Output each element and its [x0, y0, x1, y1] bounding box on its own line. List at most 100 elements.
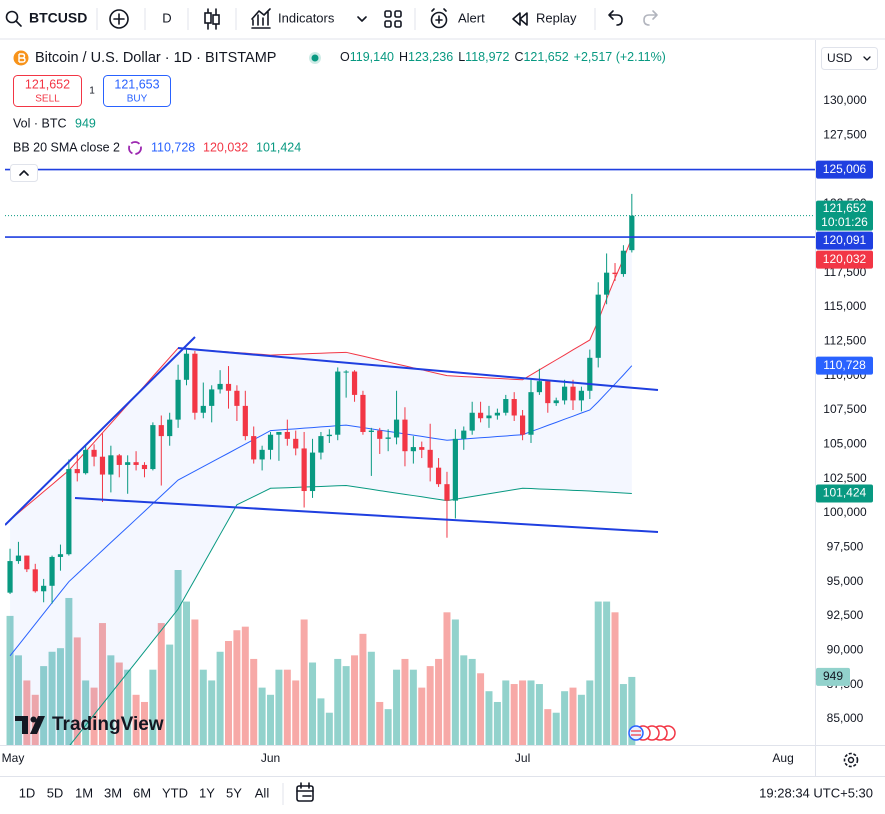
- candle-body: [141, 464, 148, 470]
- timeframe-button[interactable]: 5Y: [226, 785, 242, 800]
- volume-bar: [409, 669, 417, 745]
- timeframe-button[interactable]: 1Y: [199, 785, 215, 800]
- candle-body: [267, 434, 274, 450]
- collapse-legend-button[interactable]: [10, 164, 38, 182]
- sell-box[interactable]: [13, 75, 82, 107]
- y-tick-label: 115,000: [824, 299, 867, 313]
- volume-bar: [468, 658, 476, 745]
- candle-body: [318, 436, 324, 453]
- event-marker[interactable]: [628, 725, 644, 741]
- candle-body: [528, 392, 534, 435]
- candle-body: [83, 449, 89, 474]
- volume-bar: [544, 709, 552, 745]
- candle-body: [15, 555, 22, 562]
- trend-line[interactable]: [74, 497, 659, 533]
- replay-button[interactable]: Replay: [512, 10, 577, 26]
- symbol-title: Bitcoin / U.S. Dollar · 1D · BITSTAMP: [35, 50, 276, 66]
- volume-label: 949: [823, 669, 843, 683]
- candle-body: [209, 389, 215, 406]
- candle-body: [225, 383, 232, 391]
- buy-box[interactable]: [103, 75, 171, 107]
- gear[interactable]: [843, 752, 859, 768]
- candle-body: [108, 455, 114, 475]
- symbol[interactable]: BTCUSD: [29, 10, 87, 26]
- trend-line[interactable]: [177, 347, 659, 391]
- price-axis: 85,00087,50090,00092,50095,00097,500100,…: [823, 93, 867, 725]
- compare-button[interactable]: [109, 9, 129, 29]
- market-status[interactable]: [311, 54, 319, 62]
- candle-body: [242, 405, 248, 437]
- trend-line[interactable]: [5, 336, 196, 526]
- price-label-box: [816, 356, 873, 375]
- indicators-icon: [251, 8, 271, 29]
- x-tick-label: May: [2, 751, 25, 765]
- replay-label[interactable]: Replay: [536, 10, 577, 25]
- candle-body: [125, 462, 131, 465]
- volume-bar: [267, 694, 275, 745]
- candle-body: [7, 561, 13, 593]
- collapse-chevron: [19, 170, 29, 176]
- candle-body: [335, 371, 341, 435]
- candle-body: [553, 400, 559, 404]
- buy-price: 121,653: [114, 77, 159, 91]
- candle-body: [427, 449, 433, 468]
- volume-bar: [401, 658, 409, 745]
- symbol-search[interactable]: BTCUSD: [5, 10, 88, 27]
- candle-body: [183, 353, 190, 380]
- candle-body: [91, 449, 97, 457]
- x-tick-label: Jul: [515, 751, 530, 765]
- bb-legend: BB 20 SMA close 2: [13, 140, 120, 154]
- sell-label: SELL: [35, 94, 60, 105]
- grid-icon: [384, 20, 392, 28]
- volume-bar: [359, 633, 367, 745]
- indicators-label[interactable]: Indicators: [278, 10, 335, 25]
- currency: USD: [827, 51, 853, 65]
- indicators-button[interactable]: Indicators: [251, 8, 367, 29]
- y-tick-label: 105,000: [823, 437, 867, 451]
- layouts-button[interactable]: [384, 10, 402, 28]
- volume-bar: [393, 669, 401, 745]
- timeframe-button[interactable]: 1D: [19, 785, 36, 800]
- volume-bar: [418, 687, 426, 745]
- timeframe-button[interactable]: YTD: [162, 785, 188, 800]
- timeframe-button[interactable]: 1M: [75, 785, 93, 800]
- chart-type-button[interactable]: [204, 8, 220, 30]
- event-markers[interactable]: [628, 725, 676, 741]
- logo-part: [30, 716, 37, 723]
- volume-bar: [619, 684, 627, 745]
- sell-button[interactable]: 121,652 SELL: [13, 75, 82, 107]
- bitcoin-glyph: [18, 53, 26, 63]
- volume-bar: [527, 680, 535, 745]
- volume-bar: [73, 637, 81, 745]
- interval[interactable]: D: [162, 10, 171, 25]
- candle-body: [620, 250, 627, 275]
- candle-body: [41, 585, 47, 592]
- logo-part: [30, 716, 45, 734]
- timeframe-button[interactable]: All: [255, 785, 270, 800]
- alert-button[interactable]: Alert: [430, 8, 486, 29]
- volume-bar: [107, 655, 115, 745]
- redo-button[interactable]: [643, 10, 658, 26]
- volume-bar: [132, 694, 140, 745]
- timeframe-button[interactable]: 3M: [104, 785, 122, 800]
- candle-body: [32, 569, 38, 592]
- undo-button[interactable]: [608, 10, 623, 26]
- ohlc-key: H: [399, 50, 408, 64]
- volume-bar: [342, 666, 350, 745]
- currency-box[interactable]: [821, 47, 878, 70]
- volume-bar: [451, 619, 459, 745]
- clock: 19:28:34 UTC+5:30: [759, 785, 873, 800]
- alert-label[interactable]: Alert: [458, 10, 485, 25]
- buy-button[interactable]: 121,653 BUY: [103, 75, 171, 107]
- candle-body: [351, 371, 358, 395]
- go-to-date-button[interactable]: [296, 782, 314, 802]
- volume-bar: [115, 662, 123, 745]
- candle-body: [259, 449, 265, 460]
- bb-settings-icon[interactable]: [128, 141, 142, 155]
- currency-chevron: [863, 56, 871, 61]
- chart-settings[interactable]: [843, 752, 859, 768]
- currency-selector[interactable]: USD: [821, 47, 878, 70]
- timeframe-button[interactable]: 5D: [47, 785, 64, 800]
- timeframe-button[interactable]: 6M: [133, 785, 151, 800]
